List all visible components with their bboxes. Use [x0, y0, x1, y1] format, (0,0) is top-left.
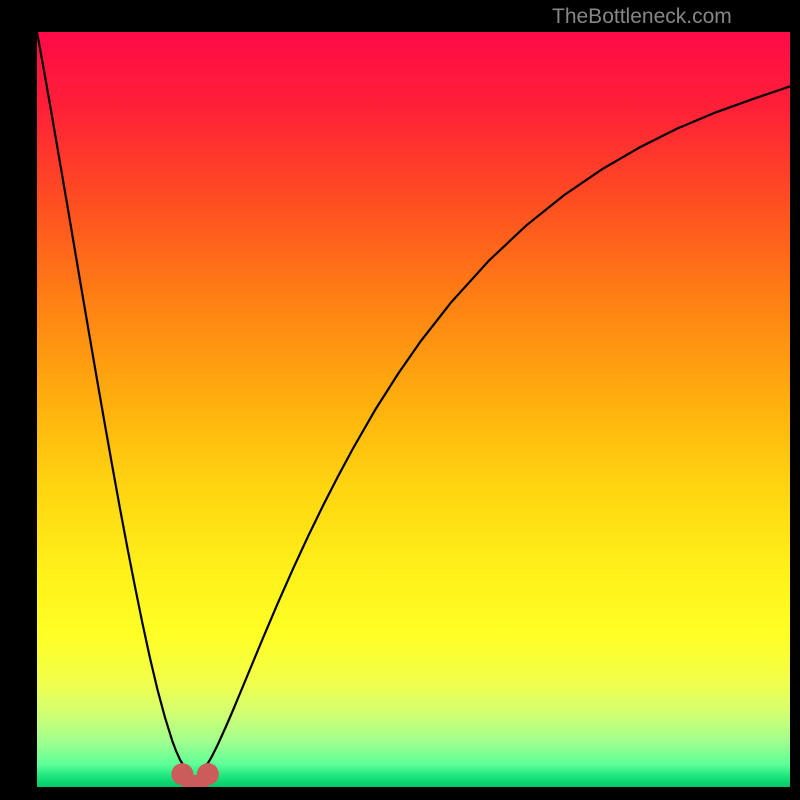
marker-point-left [171, 763, 193, 785]
marker-point-right [197, 763, 219, 785]
plot-area [37, 32, 790, 787]
curve-lines [37, 32, 790, 787]
curve-left [37, 32, 186, 769]
curve-right [204, 86, 790, 769]
chart-container: TheBottleneck.com [0, 0, 800, 800]
watermark-text: TheBottleneck.com [552, 5, 732, 29]
